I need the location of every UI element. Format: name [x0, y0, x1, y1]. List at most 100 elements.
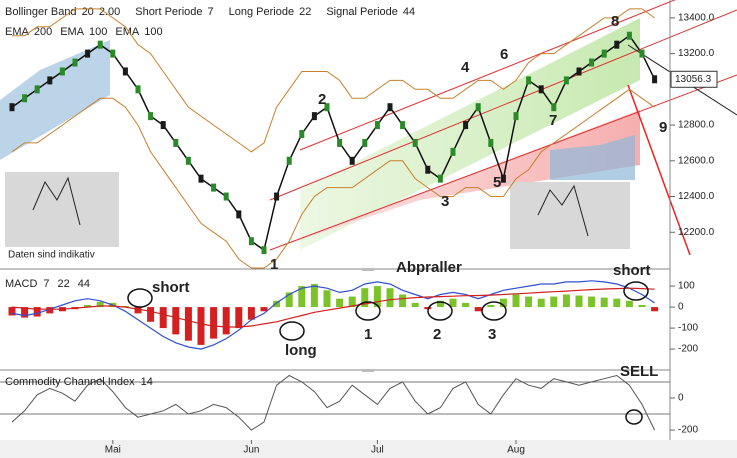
annotation: short — [152, 279, 190, 296]
histogram-bar — [613, 298, 621, 308]
price-point — [97, 40, 103, 49]
legend-param: 44 — [403, 6, 415, 18]
histogram-bar — [247, 307, 255, 320]
histogram-bar — [411, 302, 419, 308]
annotation: 6 — [500, 46, 508, 63]
price-point — [185, 156, 191, 165]
histogram-bar — [46, 307, 54, 314]
price-label: 13056.3 — [675, 74, 712, 85]
price-point — [59, 67, 65, 76]
panel-param: 44 — [78, 278, 90, 290]
price-point — [274, 192, 280, 201]
y-tick-label: 0 — [678, 393, 684, 404]
histogram-bar — [651, 307, 659, 312]
legend-label: Long Periode — [229, 6, 294, 18]
annotation: 7 — [549, 112, 557, 129]
histogram-bar — [235, 307, 243, 329]
histogram-bar — [285, 292, 293, 308]
price-point — [488, 138, 494, 147]
price-point — [538, 85, 544, 94]
highlight — [427, 301, 453, 321]
histogram-bar — [462, 302, 470, 308]
price-point — [223, 192, 229, 201]
price-point — [349, 156, 355, 165]
price-point — [236, 210, 242, 219]
histogram-bar — [184, 307, 192, 341]
histogram-bar — [96, 301, 104, 308]
histogram-bar — [449, 298, 457, 308]
panel-param: 22 — [58, 278, 70, 290]
annotation: 4 — [461, 59, 470, 76]
price-point — [463, 121, 469, 130]
y-tick-label: 12200.0 — [678, 227, 715, 238]
price-point — [412, 138, 418, 147]
cloud — [0, 40, 110, 160]
histogram-bar — [260, 307, 268, 312]
price-point — [475, 103, 481, 112]
histogram-bar — [33, 307, 41, 317]
y-tick-label: 12800.0 — [678, 120, 715, 131]
annotation: long — [285, 342, 317, 359]
price-point — [173, 138, 179, 147]
price-point — [211, 183, 217, 192]
histogram-bar — [310, 283, 318, 308]
histogram-bar — [21, 307, 29, 318]
splitter — [362, 369, 374, 372]
price-point — [337, 138, 343, 147]
legend-label: Bollinger Band — [5, 6, 77, 18]
histogram-bar — [600, 297, 608, 308]
panel-title: MACD — [5, 278, 37, 290]
y-tick-label: -200 — [678, 344, 698, 355]
price-point — [72, 58, 78, 67]
highlight — [481, 301, 507, 321]
histogram-bar — [147, 307, 155, 322]
histogram-bar — [134, 307, 142, 314]
histogram-bar — [84, 304, 92, 308]
price-point — [122, 67, 128, 76]
price-point — [437, 174, 443, 183]
price-point — [311, 112, 317, 121]
cloud — [550, 135, 635, 180]
icon — [537, 184, 589, 237]
price-point — [148, 112, 154, 121]
annotation: 9 — [659, 119, 667, 136]
channel-line — [269, 74, 737, 251]
annotation: 1 — [270, 256, 278, 273]
price-point — [639, 49, 645, 58]
legend-param: 7 — [208, 6, 214, 18]
legend-label: EMA — [5, 26, 30, 38]
histogram-bar — [298, 286, 306, 308]
price-point — [198, 174, 204, 183]
highlight — [625, 409, 643, 425]
histogram-bar — [172, 307, 180, 335]
annotation: Abpraller — [396, 259, 462, 276]
histogram-bar — [336, 298, 344, 308]
histogram-bar — [625, 300, 633, 308]
histogram-bar — [487, 304, 495, 308]
price-point — [652, 75, 658, 84]
histogram-bar — [537, 298, 545, 308]
annotation: short — [613, 262, 651, 279]
price-point — [248, 237, 254, 246]
annotation: 2 — [318, 91, 326, 108]
price-point — [387, 103, 393, 112]
histogram-bar — [361, 288, 369, 308]
price-point — [374, 121, 380, 130]
x-axis-band — [0, 440, 737, 458]
legend-param: 20 — [82, 6, 94, 18]
price-point — [500, 174, 506, 183]
y-tick-label: -200 — [678, 425, 698, 436]
histogram-bar — [197, 307, 205, 345]
price-point — [261, 246, 267, 255]
bollinger-lower — [11, 88, 655, 269]
annotation: 8 — [611, 13, 619, 30]
price-point — [299, 130, 305, 138]
price-box — [670, 70, 718, 88]
info-box — [5, 172, 119, 247]
price-point — [286, 156, 292, 165]
price-point — [614, 40, 620, 49]
legend-label: EMA — [60, 26, 85, 38]
price-point — [324, 103, 330, 112]
x-tick-label: Mai — [105, 445, 121, 456]
price-point — [34, 85, 40, 94]
